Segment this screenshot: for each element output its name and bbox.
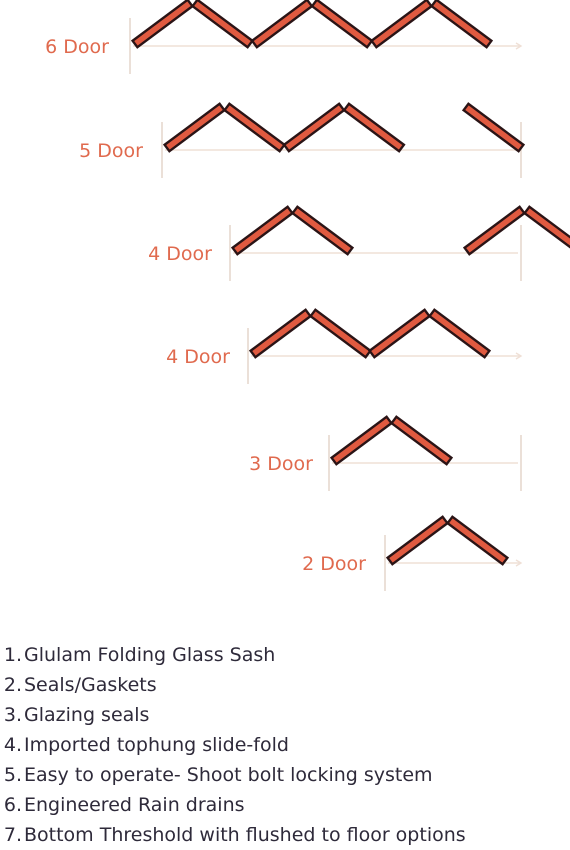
config-label: 2 Door xyxy=(302,553,366,575)
feature-number: 2. xyxy=(3,674,22,696)
config-6-door: 6 Door xyxy=(45,0,523,74)
feature-number: 4. xyxy=(3,734,22,756)
config-label: 5 Door xyxy=(79,140,143,162)
feature-number: 1. xyxy=(3,644,22,666)
door-panel xyxy=(461,102,526,153)
feature-number: 6. xyxy=(3,794,22,816)
door-panel xyxy=(342,102,406,153)
feature-text: Seals/Gaskets xyxy=(24,674,157,696)
door-panel xyxy=(522,205,570,249)
feature-number: 7. xyxy=(3,824,22,846)
config-4-door: 4 Door xyxy=(166,308,523,384)
config-4-door-split: 4 Door xyxy=(148,205,570,281)
feature-number: 3. xyxy=(3,704,22,726)
door-panel xyxy=(427,308,492,359)
direction-arrow xyxy=(515,42,523,50)
door-panel xyxy=(445,515,510,566)
config-2-door: 2 Door xyxy=(302,515,523,591)
door-panels xyxy=(162,102,526,153)
door-panels xyxy=(130,0,494,49)
door-panel xyxy=(248,308,313,359)
door-panel xyxy=(130,0,195,49)
door-panel xyxy=(389,415,454,466)
config-label: 3 Door xyxy=(249,453,313,475)
door-panel xyxy=(310,0,374,49)
door-panel xyxy=(329,415,394,466)
door-panel xyxy=(429,0,494,49)
config-5-door: 5 Door xyxy=(79,102,526,178)
door-panel xyxy=(250,0,314,49)
feature-text: Imported tophung slide-fold xyxy=(24,734,289,756)
door-panel xyxy=(308,308,373,359)
feature-text: Engineered Rain drains xyxy=(24,794,245,816)
feature-text: Glulam Folding Glass Sash xyxy=(24,644,276,666)
door-panel xyxy=(162,102,227,153)
feature-text: Glazing seals xyxy=(24,704,150,726)
config-3-door: 3 Door xyxy=(249,415,522,491)
door-panel xyxy=(230,205,295,256)
door-panel xyxy=(369,0,434,49)
door-panel xyxy=(367,308,432,359)
door-panel xyxy=(222,102,287,153)
config-label: 4 Door xyxy=(148,243,212,265)
direction-arrow xyxy=(515,559,523,567)
config-label: 4 Door xyxy=(166,346,230,368)
door-panel xyxy=(190,0,255,49)
door-panels xyxy=(385,515,510,566)
feature-text: Bottom Threshold with flushed to floor o… xyxy=(24,824,466,846)
folding-door-diagram: 6 Door 5 Door 4 Door 4 Door 3 Door xyxy=(45,0,570,591)
feature-number: 5. xyxy=(3,764,22,786)
feature-text: Easy to operate- Shoot bolt locking syst… xyxy=(24,764,433,786)
door-panels xyxy=(230,205,570,256)
door-panel xyxy=(462,205,527,256)
door-panels xyxy=(248,308,492,359)
config-label: 6 Door xyxy=(45,36,109,58)
direction-arrow xyxy=(515,352,523,360)
door-panels xyxy=(329,415,454,466)
door-panel xyxy=(385,515,450,566)
door-panel xyxy=(290,205,355,256)
door-panel xyxy=(282,102,346,153)
